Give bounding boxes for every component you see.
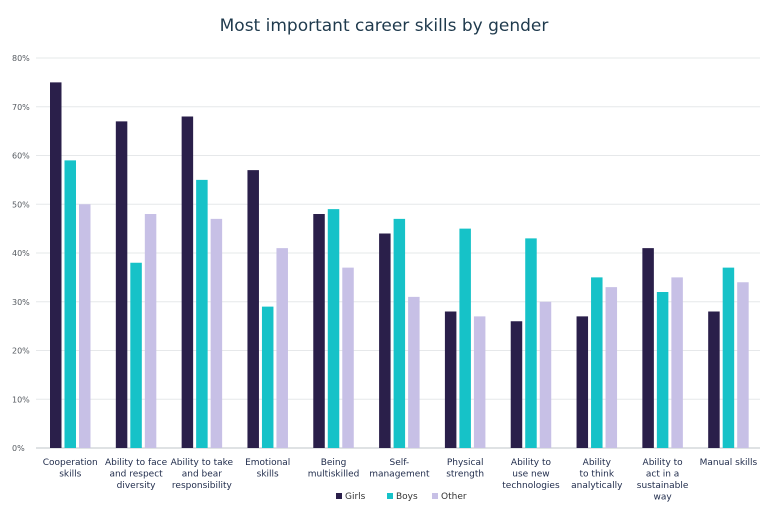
x-tick-label: technologies — [502, 481, 560, 491]
y-tick-label: 40% — [12, 249, 30, 258]
bar-other — [144, 214, 157, 448]
x-tick-label: diversity — [117, 481, 156, 491]
legend-swatch-other — [432, 493, 438, 499]
bar-other — [342, 267, 354, 448]
x-tick-label: Emotional — [245, 458, 290, 468]
bar-boys — [196, 179, 208, 448]
bar-boys — [261, 306, 274, 448]
x-tick-label: Ability to take — [171, 458, 234, 468]
x-tick-label: strength — [446, 470, 484, 480]
x-tick-label: Ability to — [643, 458, 684, 468]
bar-boys — [393, 218, 406, 448]
x-tick-label: to think — [580, 470, 615, 480]
bar-girls — [510, 321, 523, 448]
bar-other — [210, 218, 223, 448]
x-tick-label: act in a — [646, 470, 679, 480]
bar-girls — [642, 248, 654, 448]
x-tick-label: Ability to face — [105, 458, 168, 468]
y-tick-label: 50% — [12, 200, 30, 209]
x-tick-label: Ability to — [511, 458, 552, 468]
legend-label-girls: Girls — [345, 492, 366, 502]
legend-swatch-boys — [387, 493, 393, 499]
bar-other — [671, 277, 683, 448]
bar-girls — [444, 311, 457, 448]
x-tick-label: Self- — [389, 458, 409, 468]
bar-girls — [576, 316, 589, 448]
bar-other — [408, 296, 420, 448]
x-tick-label: responsibility — [172, 481, 233, 491]
bar-girls — [115, 121, 128, 448]
bar-boys — [459, 228, 471, 448]
x-tick-label: way — [654, 493, 673, 503]
bar-other — [539, 301, 552, 448]
x-tick-label: use new — [512, 470, 549, 480]
y-tick-label: 10% — [12, 395, 30, 404]
bar-boys — [327, 209, 340, 448]
y-tick-label: 20% — [12, 347, 30, 356]
legend-label-other: Other — [441, 492, 467, 502]
x-tick-label: and bear — [182, 470, 223, 480]
x-tick-label: Physical — [447, 458, 484, 468]
x-tick-label: skills — [257, 470, 279, 480]
x-tick-label: Cooperation — [43, 458, 98, 468]
x-tick-label: sustainable — [637, 481, 689, 491]
y-tick-label: 70% — [12, 103, 30, 112]
x-tick-label: analytically — [571, 481, 623, 491]
bar-other — [473, 316, 486, 448]
y-tick-label: 60% — [12, 152, 30, 161]
x-tick-label: Being — [321, 458, 347, 468]
bar-boys — [591, 277, 603, 448]
bar-other — [276, 248, 288, 448]
bar-girls — [379, 233, 391, 448]
bar-boys — [656, 292, 669, 448]
x-tick-label: management — [369, 470, 430, 480]
bar-other — [605, 287, 618, 448]
chart-title: Most important career skills by gender — [219, 16, 549, 36]
bar-girls — [247, 170, 259, 448]
bar-boys — [130, 262, 142, 448]
y-tick-label: 0% — [12, 444, 25, 453]
x-tick-label: Manual skills — [700, 458, 758, 468]
x-tick-label: Ability — [583, 458, 612, 468]
y-tick-label: 30% — [12, 298, 30, 307]
bar-girls — [313, 214, 325, 448]
bar-girls — [181, 116, 194, 448]
y-tick-label: 80% — [12, 54, 30, 63]
bar-boys — [722, 267, 735, 448]
bar-other — [737, 282, 749, 448]
bar-other — [79, 204, 91, 448]
bar-girls — [50, 82, 62, 448]
bar-boys — [525, 238, 537, 448]
x-tick-label: and respect — [109, 470, 163, 480]
legend-label-boys: Boys — [396, 492, 418, 502]
bar-girls — [708, 311, 720, 448]
bar-boys — [64, 160, 76, 448]
legend-swatch-girls — [336, 493, 342, 499]
x-tick-label: multiskilled — [308, 470, 360, 480]
x-tick-label: skills — [59, 470, 81, 480]
